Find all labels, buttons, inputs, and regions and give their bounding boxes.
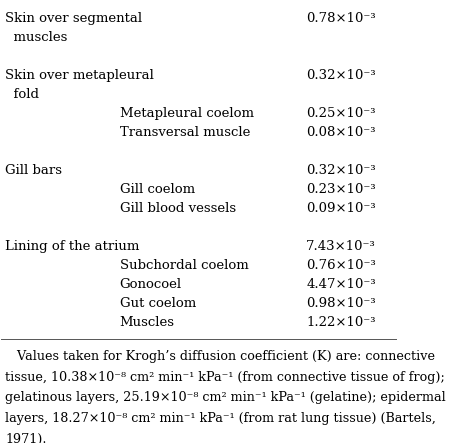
Text: Skin over segmental: Skin over segmental — [5, 12, 143, 25]
Text: 4.47×10⁻³: 4.47×10⁻³ — [306, 278, 376, 291]
Text: Gill coelom: Gill coelom — [119, 183, 195, 196]
Text: Lining of the atrium: Lining of the atrium — [5, 240, 140, 253]
Text: muscles: muscles — [5, 31, 68, 44]
Text: 1.22×10⁻³: 1.22×10⁻³ — [306, 316, 376, 329]
Text: 0.25×10⁻³: 0.25×10⁻³ — [306, 107, 376, 120]
Text: 0.78×10⁻³: 0.78×10⁻³ — [306, 12, 376, 25]
Text: Muscles: Muscles — [119, 316, 174, 329]
Text: 0.23×10⁻³: 0.23×10⁻³ — [306, 183, 376, 196]
Text: Gut coelom: Gut coelom — [119, 297, 196, 310]
Text: fold: fold — [5, 88, 39, 101]
Text: 7.43×10⁻³: 7.43×10⁻³ — [306, 240, 376, 253]
Text: layers, 18.27×10⁻⁸ cm² min⁻¹ kPa⁻¹ (from rat lung tissue) (Bartels,: layers, 18.27×10⁻⁸ cm² min⁻¹ kPa⁻¹ (from… — [5, 412, 436, 425]
Text: Gonocoel: Gonocoel — [119, 278, 182, 291]
Text: Subchordal coelom: Subchordal coelom — [119, 259, 248, 272]
Text: Skin over metapleural: Skin over metapleural — [5, 69, 154, 82]
Text: Metapleural coelom: Metapleural coelom — [119, 107, 254, 120]
Text: 0.08×10⁻³: 0.08×10⁻³ — [306, 126, 376, 139]
Text: 0.98×10⁻³: 0.98×10⁻³ — [306, 297, 376, 310]
Text: gelatinous layers, 25.19×10⁻⁸ cm² min⁻¹ kPa⁻¹ (gelatine); epidermal: gelatinous layers, 25.19×10⁻⁸ cm² min⁻¹ … — [5, 391, 446, 404]
Text: 1971).: 1971). — [5, 433, 47, 443]
Text: Gill bars: Gill bars — [5, 164, 62, 177]
Text: 0.32×10⁻³: 0.32×10⁻³ — [306, 69, 376, 82]
Text: Values taken for Krogh’s diffusion coefficient (K) are: connective: Values taken for Krogh’s diffusion coeff… — [5, 350, 435, 363]
Text: tissue, 10.38×10⁻⁸ cm² min⁻¹ kPa⁻¹ (from connective tissue of frog);: tissue, 10.38×10⁻⁸ cm² min⁻¹ kPa⁻¹ (from… — [5, 370, 445, 384]
Text: 0.32×10⁻³: 0.32×10⁻³ — [306, 164, 376, 177]
Text: 0.76×10⁻³: 0.76×10⁻³ — [306, 259, 376, 272]
Text: Gill blood vessels: Gill blood vessels — [119, 202, 236, 215]
Text: Transversal muscle: Transversal muscle — [119, 126, 250, 139]
Text: 0.09×10⁻³: 0.09×10⁻³ — [306, 202, 376, 215]
